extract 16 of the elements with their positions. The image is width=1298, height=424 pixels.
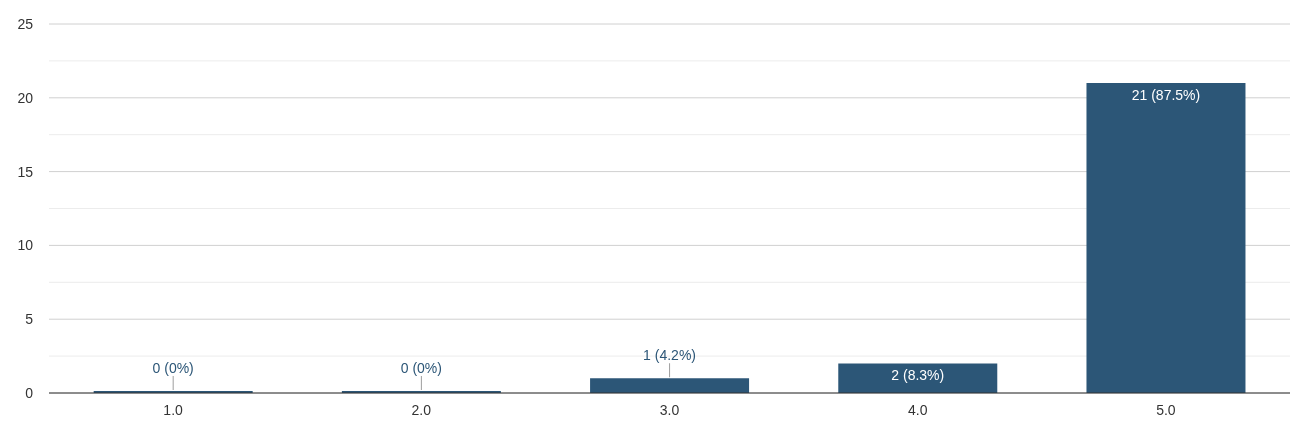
y-tick-label: 20 [17, 89, 34, 106]
x-tick-label: 4.0 [907, 401, 928, 418]
x-tick-label: 1.0 [163, 401, 184, 418]
data-label: 1 (4.2%) [643, 347, 697, 364]
y-tick-label: 0 [25, 384, 34, 401]
x-tick-label: 3.0 [659, 401, 680, 418]
x-tick-label: 2.0 [411, 401, 432, 418]
y-tick-label: 15 [17, 163, 34, 180]
data-label: 2 (8.3%) [891, 367, 945, 384]
data-label: 21 (87.5%) [1131, 87, 1201, 104]
x-tick-label: 5.0 [1156, 401, 1176, 418]
y-tick-label: 25 [17, 15, 34, 32]
data-label: 0 (0%) [152, 360, 194, 376]
data-label: 0 (0%) [400, 360, 442, 376]
y-tick-label: 10 [17, 237, 34, 254]
y-tick-label: 5 [25, 311, 34, 328]
